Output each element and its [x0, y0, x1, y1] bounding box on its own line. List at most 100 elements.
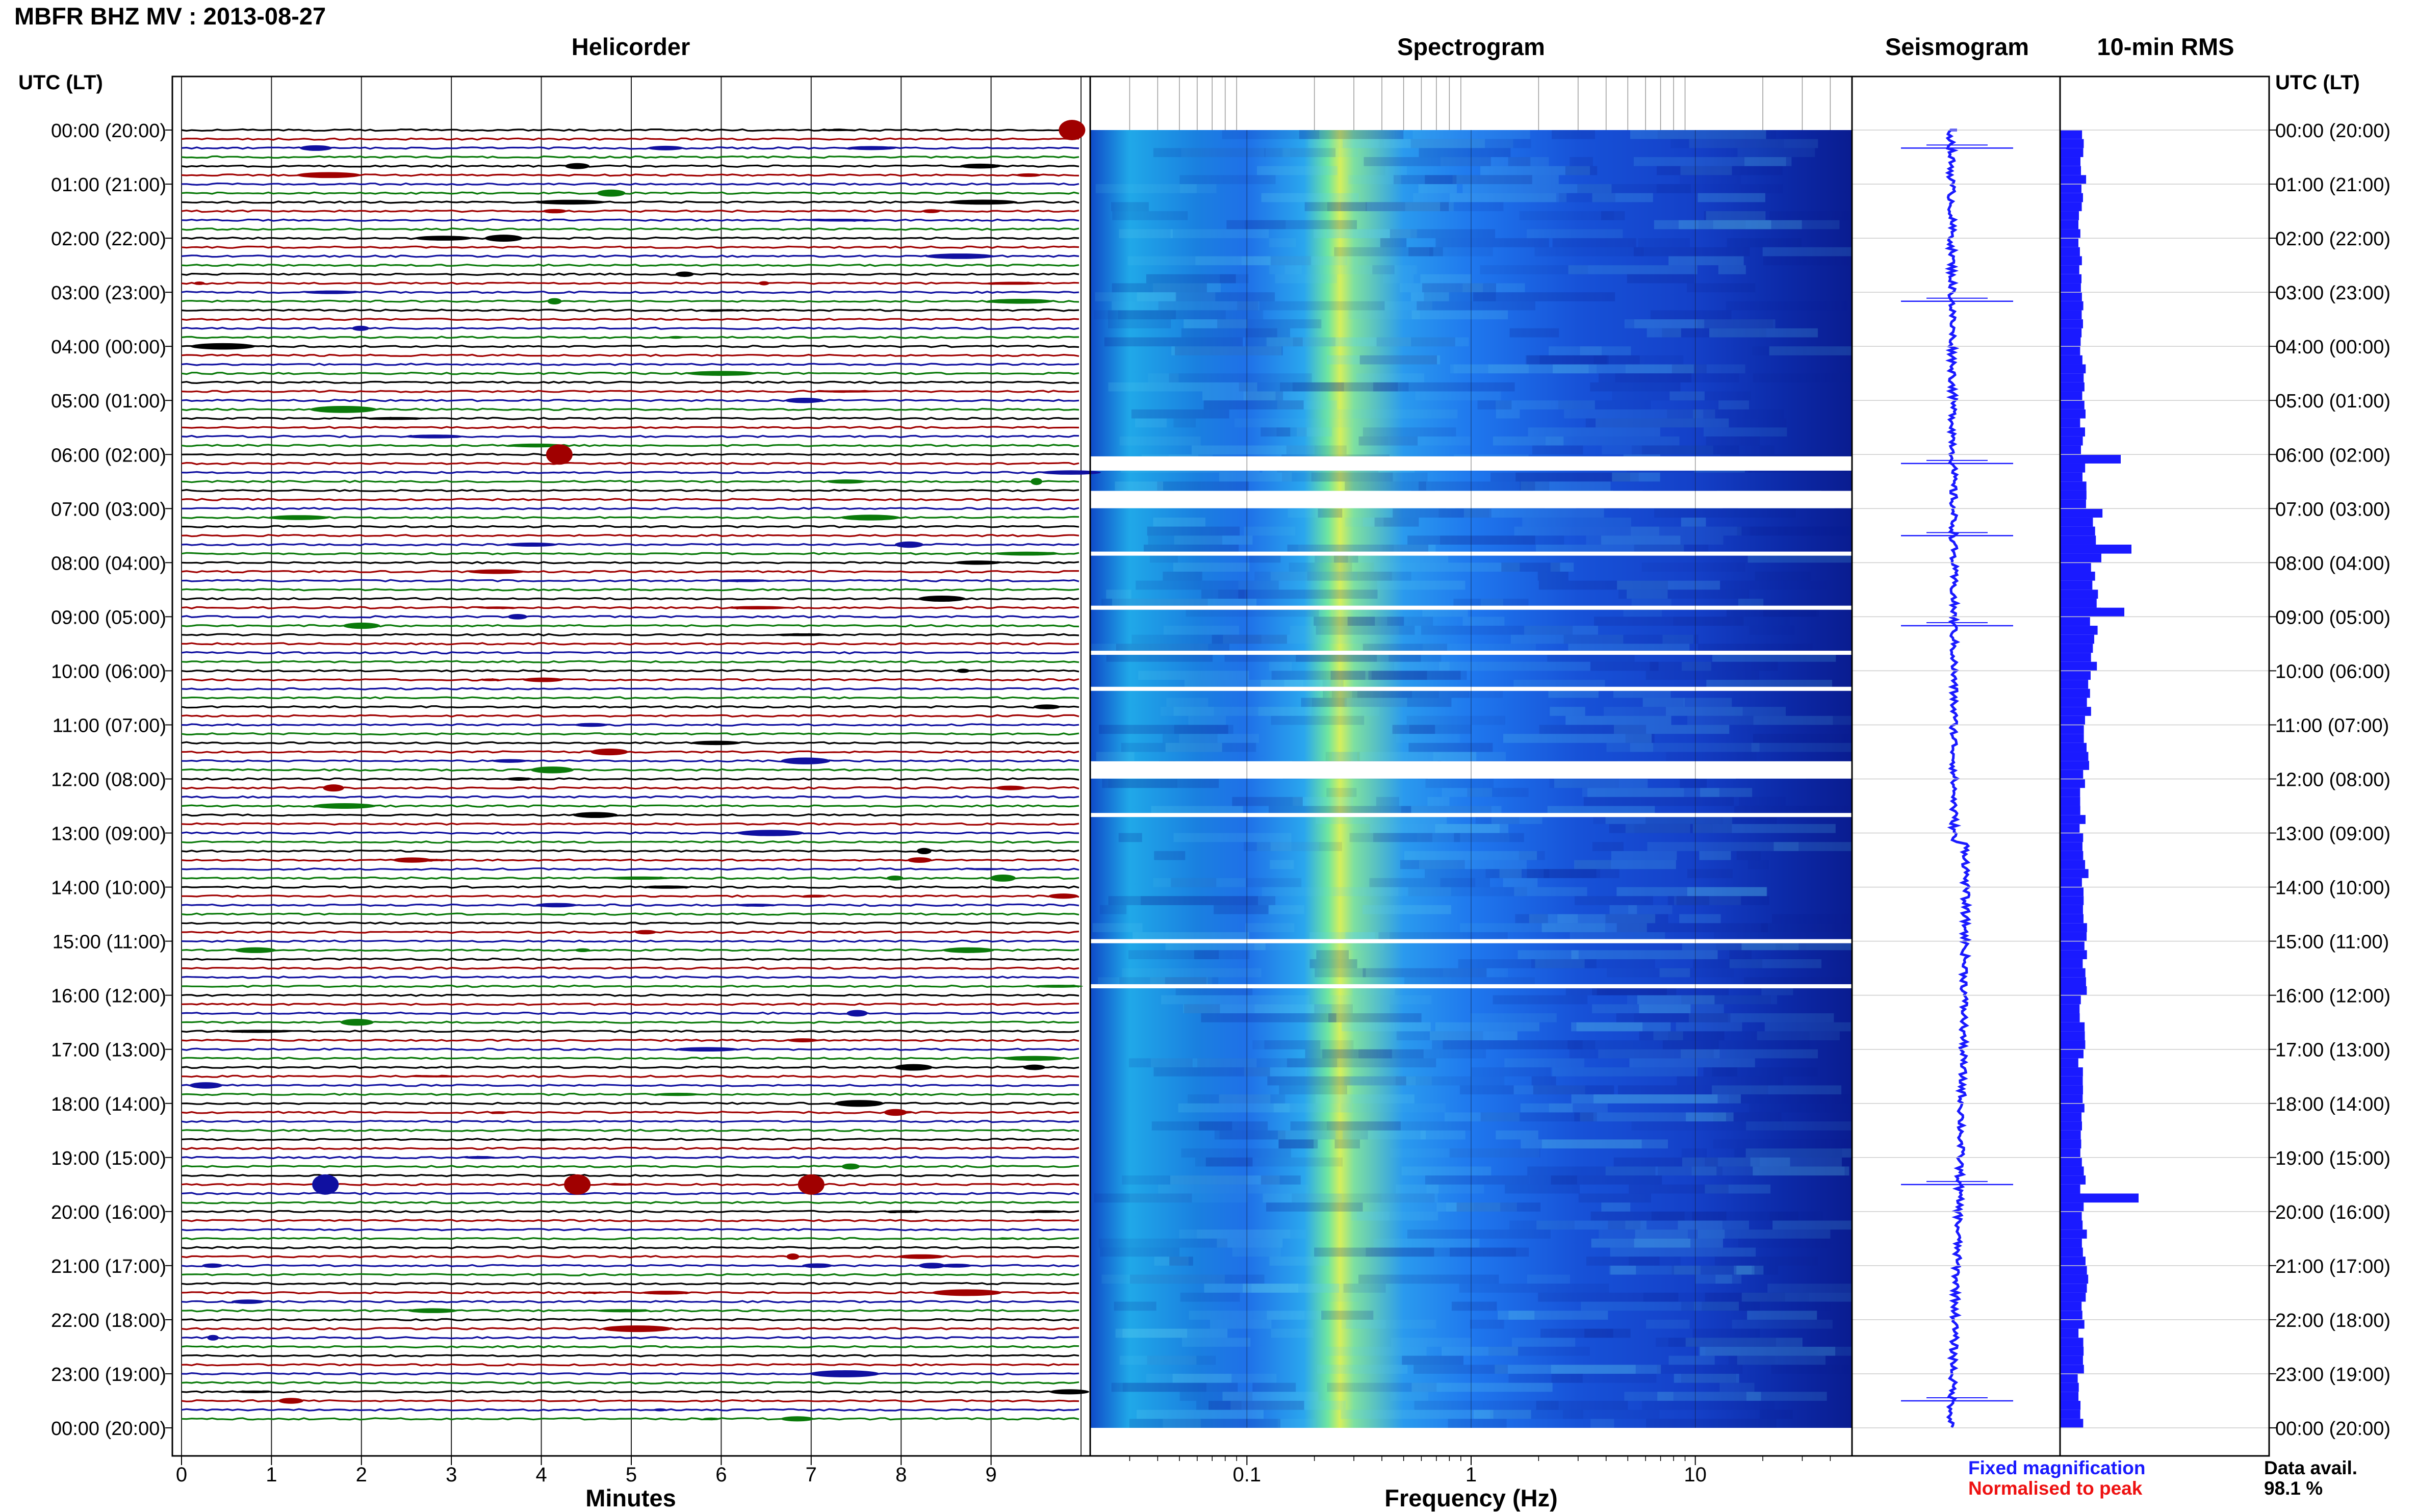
helicorder-trace	[181, 1273, 1079, 1276]
spectrogram-texture	[1599, 373, 1691, 382]
spectrogram-texture	[1217, 319, 1322, 328]
spectrogram-texture	[1373, 382, 1515, 392]
spectrogram-texture	[1593, 815, 1724, 824]
spectrogram-texture	[1147, 526, 1240, 536]
spectrogram-texture	[1470, 1013, 1557, 1022]
spectrogram-texture	[1448, 1419, 1507, 1428]
spectrogram-texture	[1645, 815, 1777, 824]
time-label-left: 16:00 (12:00)	[51, 986, 166, 1007]
helicorder-trace	[181, 813, 1079, 817]
helicorder-burst	[506, 777, 531, 781]
spectrogram-texture	[1287, 1058, 1436, 1068]
spectrogram-texture	[1396, 1184, 1439, 1194]
rms-bar	[2060, 391, 2082, 401]
spectrogram-texture	[1680, 779, 1707, 788]
spectrogram-texture	[1493, 995, 1588, 1005]
helicorder-trace	[181, 128, 1079, 132]
spectrogram-texture	[1420, 274, 1472, 284]
spectrogram-texture	[1238, 590, 1378, 599]
spectrogram-texture	[1179, 1392, 1253, 1401]
rms-bar	[2060, 562, 2091, 572]
helicorder-burst	[507, 613, 528, 620]
helicorder-trace	[181, 1119, 1079, 1123]
spectrogram-texture	[1473, 292, 1615, 301]
helicorder-panel	[171, 75, 1101, 1457]
spectrogram-texture	[1551, 1175, 1662, 1185]
helicorder-trace	[181, 921, 1079, 925]
spectrogram-texture	[1477, 400, 1512, 409]
spectrogram-texture	[1197, 1229, 1306, 1239]
spectrogram-texture	[1587, 788, 1719, 797]
spectrogram-texture	[1264, 1040, 1321, 1049]
spectrogram-texture	[1147, 1355, 1216, 1365]
spectrogram-texture	[1737, 526, 1852, 536]
spectrogram-texture	[1333, 887, 1451, 896]
spectrogram-texture	[1705, 1292, 1809, 1302]
rms-frame	[2059, 75, 2270, 1457]
spectrogram-panel	[1089, 75, 1853, 1457]
spectrogram-texture	[1521, 1139, 1668, 1149]
spectrogram-texture	[1519, 211, 1614, 220]
helicorder-burst	[954, 560, 1001, 565]
spectrogram-texture	[1501, 562, 1560, 572]
helicorder-trace	[181, 398, 1079, 402]
spectrogram-texture	[1327, 1292, 1360, 1302]
spectrogram-texture	[1612, 472, 1660, 482]
helicorder-event	[798, 1174, 825, 1195]
helicorder-burst	[590, 748, 628, 756]
spectrogram-texture	[1292, 1193, 1435, 1203]
spectrogram-texture	[1527, 229, 1623, 239]
helicorder-trace	[181, 1354, 1079, 1357]
spectrogram-texture	[1727, 607, 1819, 617]
helicorder-burst	[846, 146, 896, 150]
rms-bar	[2060, 644, 2093, 653]
helicorder-trace	[181, 417, 1079, 420]
spectrogram-texture	[1656, 1338, 1802, 1347]
helicorder-xtick-label: 2	[356, 1464, 367, 1486]
helicorder-burst	[340, 1019, 374, 1026]
helicorder-trace	[181, 1065, 1079, 1069]
helicorder-burst	[810, 1370, 880, 1377]
rms-bar	[2060, 1301, 2082, 1311]
helicorder-burst	[534, 199, 606, 205]
time-label-left: 08:00 (04:00)	[51, 553, 166, 574]
spectrogram-texture	[1713, 1112, 1782, 1122]
spectrogram-texture	[1315, 553, 1348, 563]
spectrogram-texture	[1634, 1013, 1728, 1022]
spectrogram-texture	[1628, 905, 1673, 914]
spectrogram-texture	[1246, 878, 1302, 887]
helicorder-burst	[300, 145, 332, 151]
time-label-left: 06:00 (02:00)	[51, 445, 166, 466]
spectrogram-texture	[1108, 310, 1176, 320]
time-label-left: 11:00 (07:00)	[53, 715, 166, 736]
spectrogram-texture	[1681, 1049, 1818, 1059]
spectrogram-texture	[1741, 941, 1852, 951]
helicorder-burst	[918, 1263, 945, 1269]
helicorder-trace	[181, 425, 1079, 429]
spectrogram-texture	[1400, 283, 1483, 293]
spectrogram-texture	[1549, 779, 1619, 788]
spectrogram-texture	[1769, 346, 1852, 355]
spectrogram-texture	[1184, 1004, 1220, 1014]
spectrogram-texture	[1435, 238, 1549, 247]
spectrogram-texture	[1372, 265, 1395, 274]
spectrogram-texture	[1173, 833, 1292, 842]
spectrogram-texture	[1122, 968, 1262, 978]
spectrogram-texture	[1496, 400, 1595, 409]
spectrogram-texture	[1293, 337, 1336, 347]
spectrogram-texture	[1687, 283, 1756, 293]
spectrogram-texture	[1670, 139, 1784, 148]
spectrogram-texture	[1326, 229, 1411, 239]
time-label-right: 00:00 (20:00)	[2275, 120, 2390, 142]
spectrogram-texture	[1098, 977, 1213, 986]
spectrogram-texture	[1736, 851, 1761, 860]
spectrogram-texture	[1314, 1247, 1434, 1257]
helicorder-trace	[181, 858, 1079, 862]
spectrogram-texture	[1411, 806, 1502, 815]
rms-bar	[2060, 1355, 2083, 1365]
spectrogram-texture	[1590, 661, 1659, 671]
helicorder-burst	[235, 1390, 272, 1393]
spectrogram-texture	[1580, 346, 1602, 355]
spectrogram-texture	[1374, 562, 1520, 572]
helicorder-trace	[181, 606, 1079, 609]
